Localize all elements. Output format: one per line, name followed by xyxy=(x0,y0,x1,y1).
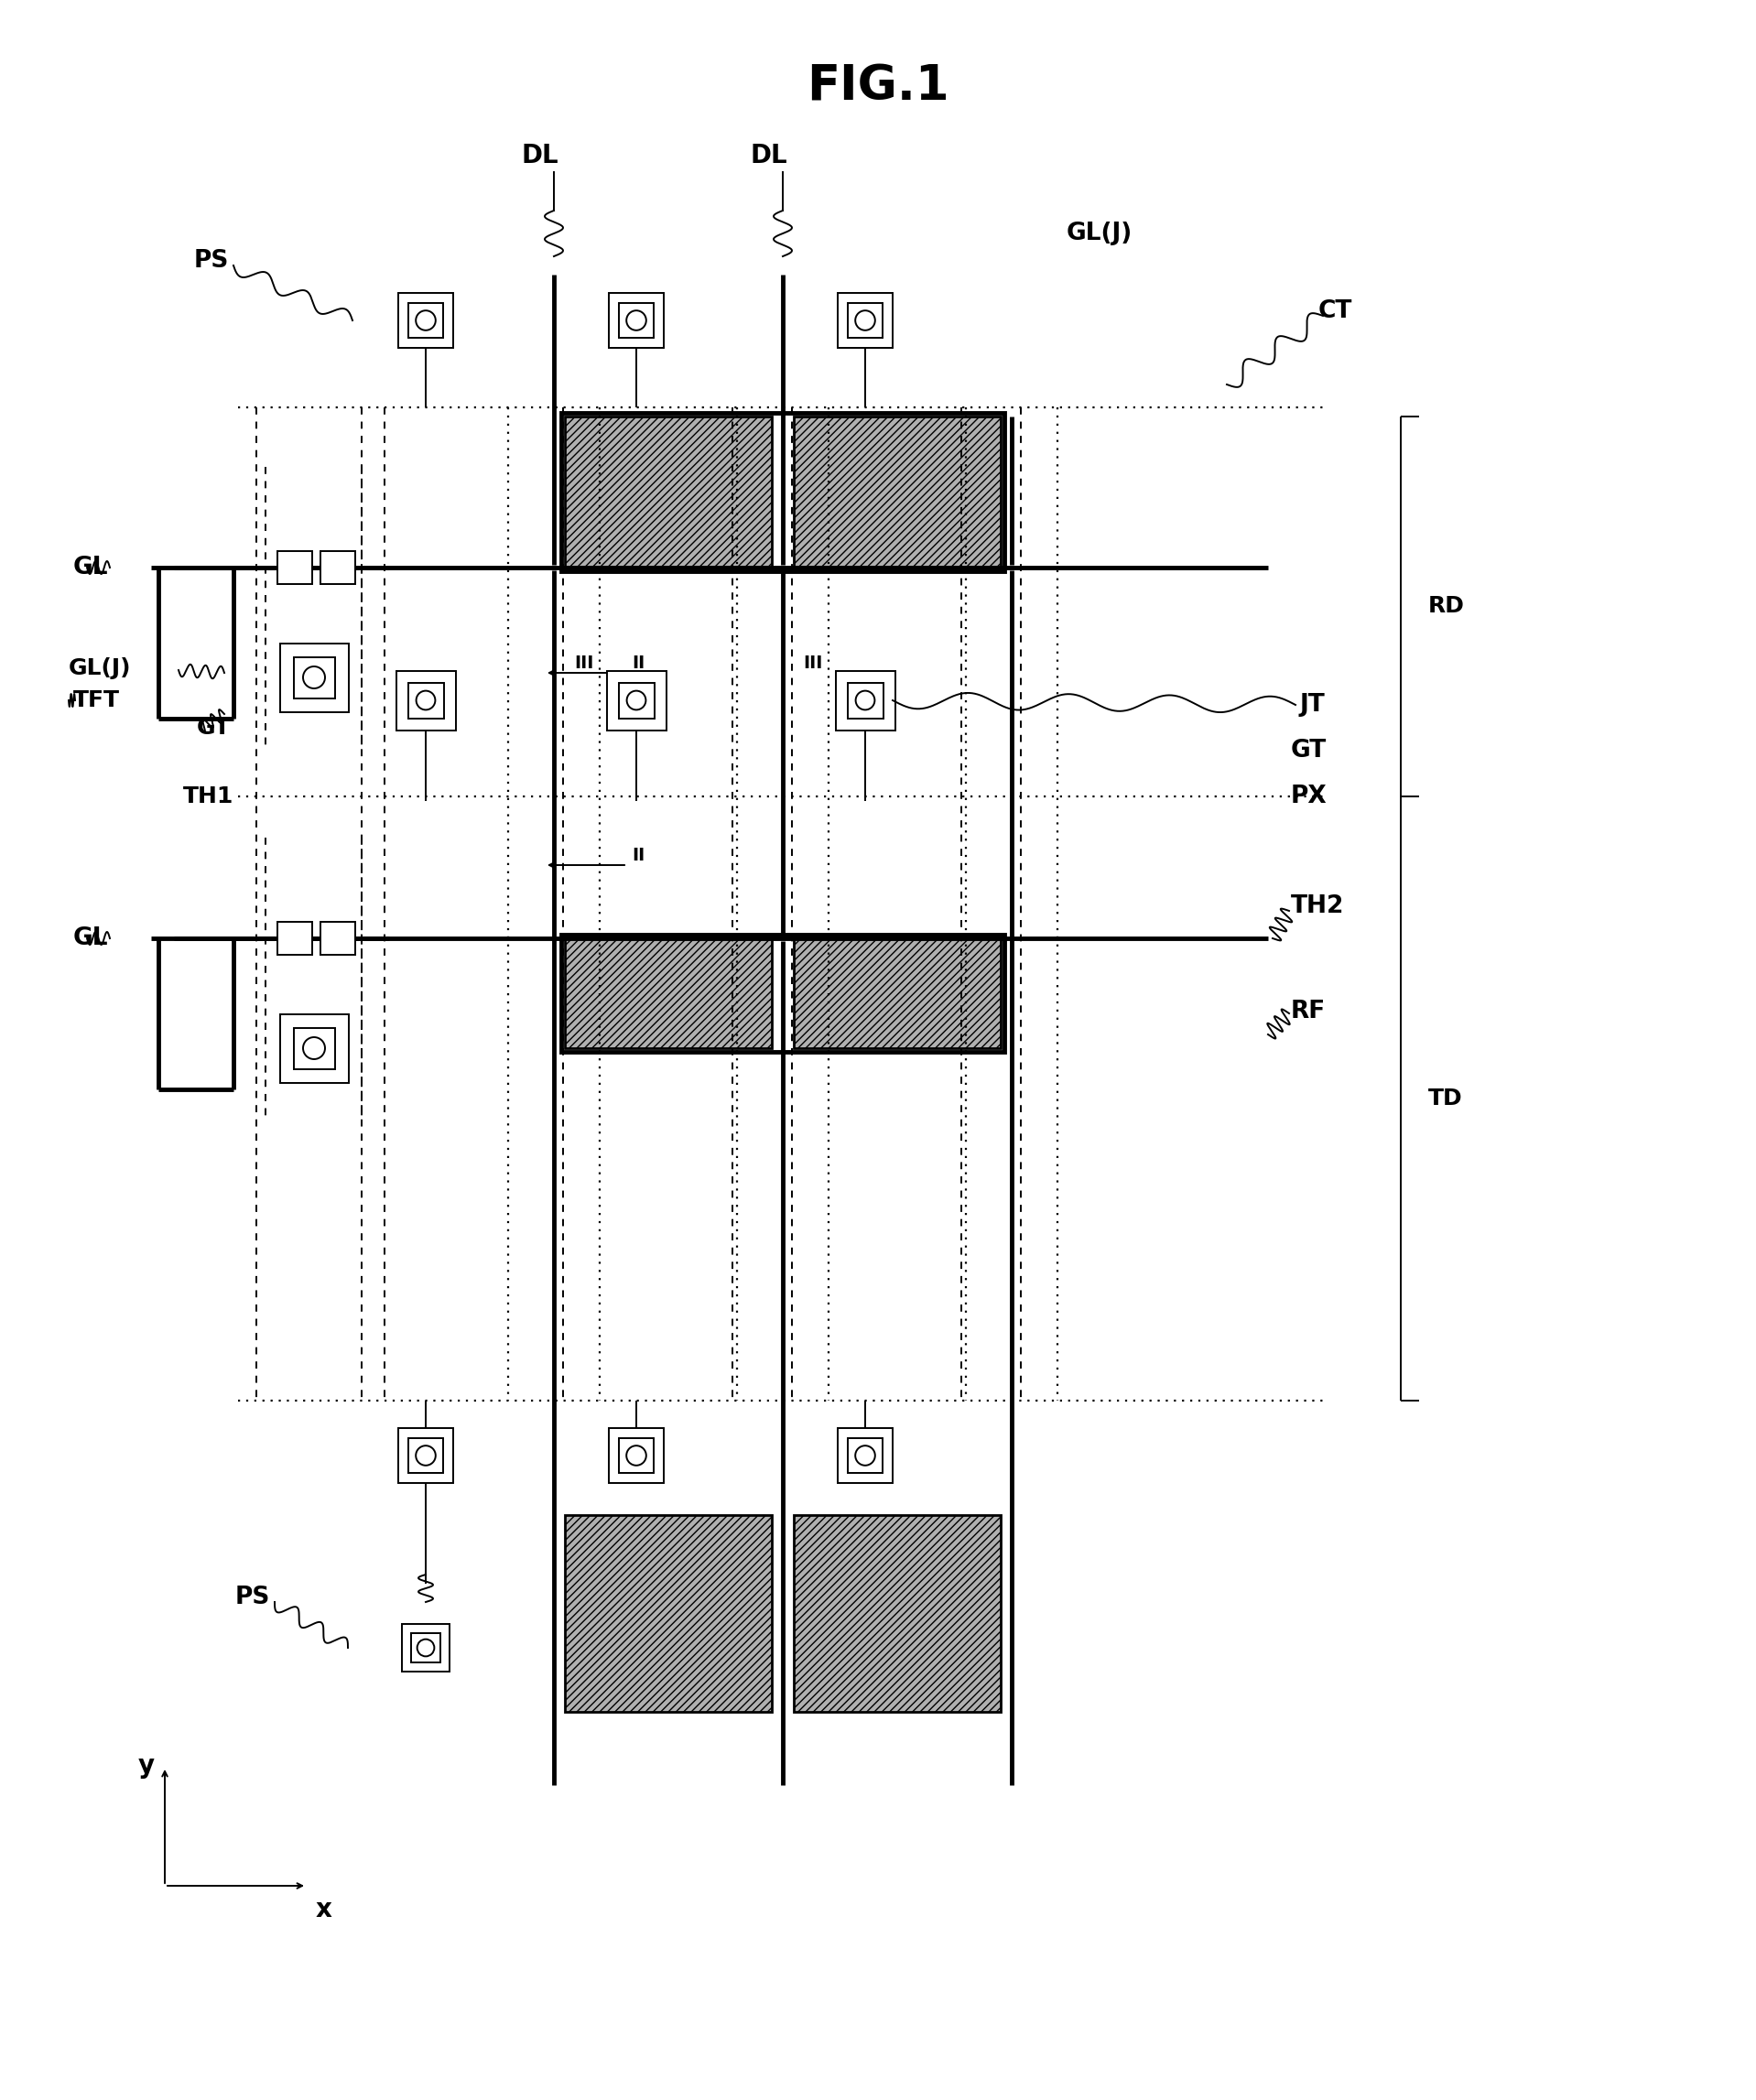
Text: TH1: TH1 xyxy=(183,785,234,806)
Bar xyxy=(618,683,655,718)
Bar xyxy=(409,302,443,338)
Bar xyxy=(409,1438,443,1472)
Bar xyxy=(565,1514,773,1712)
Bar xyxy=(407,683,444,718)
Text: GT: GT xyxy=(1291,739,1328,762)
Bar xyxy=(794,939,1001,1048)
Bar xyxy=(565,416,773,567)
Text: III: III xyxy=(802,655,822,672)
Bar xyxy=(320,922,355,956)
Bar xyxy=(402,1623,450,1672)
Text: TFT: TFT xyxy=(74,689,119,712)
Text: PX: PX xyxy=(1291,785,1328,808)
Bar xyxy=(293,1027,335,1069)
Bar xyxy=(620,302,653,338)
Bar xyxy=(277,922,313,956)
Text: PS: PS xyxy=(235,1586,270,1609)
Text: II: II xyxy=(632,846,644,865)
Text: JT: JT xyxy=(1299,693,1326,716)
Bar xyxy=(562,414,1004,571)
Bar xyxy=(277,550,313,584)
Text: DL: DL xyxy=(750,143,788,168)
Text: x: x xyxy=(316,1896,332,1922)
Bar xyxy=(848,1438,882,1472)
Bar xyxy=(848,302,882,338)
Text: GL: GL xyxy=(72,926,109,949)
Text: RF: RF xyxy=(1291,1000,1326,1023)
Text: GL(J): GL(J) xyxy=(68,657,132,678)
Text: DL: DL xyxy=(522,143,558,168)
Bar xyxy=(794,416,1001,567)
Bar xyxy=(411,1634,441,1663)
Text: GL(J): GL(J) xyxy=(1066,220,1133,246)
Bar xyxy=(399,1428,453,1483)
Bar xyxy=(609,1428,664,1483)
Text: III: III xyxy=(574,655,594,672)
Bar xyxy=(562,934,1004,1052)
Bar xyxy=(395,670,455,731)
Bar xyxy=(848,683,883,718)
Text: TH2: TH2 xyxy=(1291,895,1345,918)
Bar xyxy=(620,1438,653,1472)
Bar xyxy=(279,1014,348,1082)
Text: RD: RD xyxy=(1428,594,1465,617)
Text: TD: TD xyxy=(1428,1088,1463,1109)
Text: GL: GL xyxy=(72,557,109,580)
Bar xyxy=(279,643,348,712)
Text: y: y xyxy=(139,1754,155,1779)
Text: FIG.1: FIG.1 xyxy=(806,63,950,111)
Bar xyxy=(836,670,896,731)
Bar xyxy=(565,939,773,1048)
Bar xyxy=(838,1428,892,1483)
Text: CT: CT xyxy=(1319,300,1352,323)
Bar xyxy=(293,657,335,697)
Bar xyxy=(794,1514,1001,1712)
Text: GT: GT xyxy=(197,716,230,739)
Bar xyxy=(320,550,355,584)
Bar xyxy=(838,292,892,349)
Text: II: II xyxy=(632,655,644,672)
Text: PS: PS xyxy=(193,250,228,273)
Bar xyxy=(606,670,666,731)
Bar xyxy=(609,292,664,349)
Bar xyxy=(399,292,453,349)
